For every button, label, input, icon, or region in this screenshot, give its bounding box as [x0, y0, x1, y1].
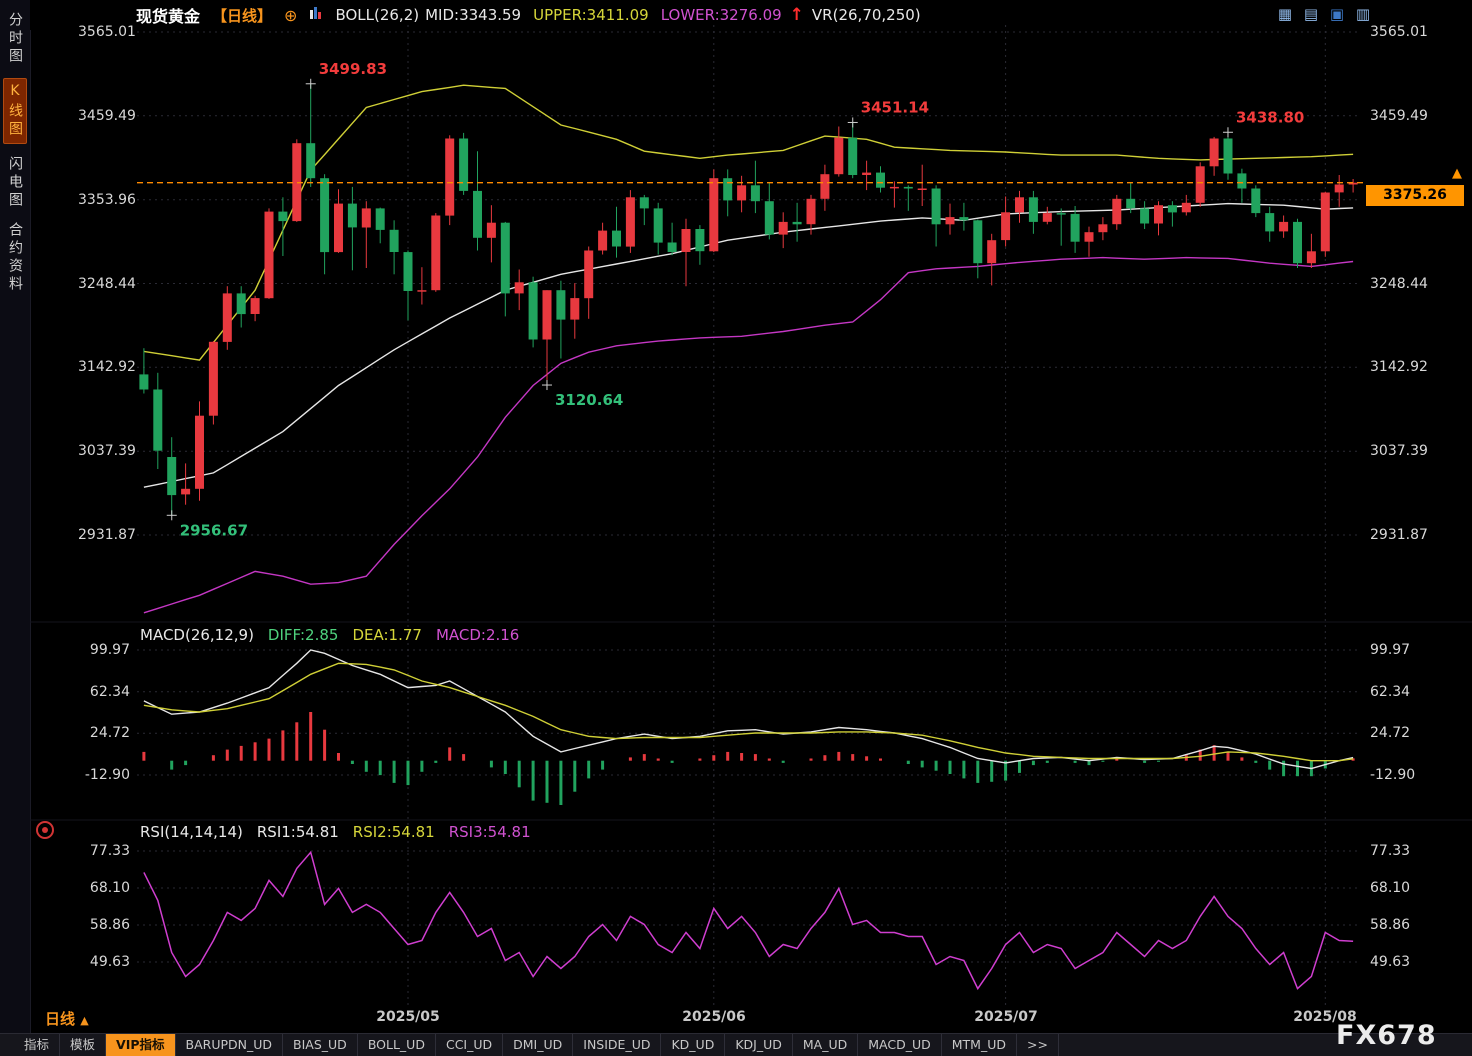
- up-arrow-icon: ↑: [789, 5, 804, 25]
- sidebar-item-lightning-chart[interactable]: 闪电图: [7, 156, 23, 210]
- footer-tab-指标[interactable]: 指标: [14, 1034, 61, 1056]
- macd-title[interactable]: MACD(26,12,9): [140, 626, 254, 644]
- footer-tab-CCI_UD[interactable]: CCI_UD: [436, 1034, 504, 1056]
- footer-tab-DMI_UD[interactable]: DMI_UD: [503, 1034, 574, 1056]
- rsi-title[interactable]: RSI(14,14,14): [140, 823, 243, 841]
- active-panel-icon[interactable]: ▣: [1329, 5, 1345, 23]
- boll-indicator-label[interactable]: BOLL(26,2): [335, 6, 420, 24]
- boll-upper-value: UPPER:3411.09: [533, 6, 649, 24]
- macd-header: MACD(26,12,9) DIFF:2.85 DEA:1.77 MACD:2.…: [140, 626, 519, 644]
- macd-macd-value: MACD:2.16: [435, 626, 520, 644]
- price-annotation: 3120.64: [555, 391, 623, 409]
- footer-tab-BOLL_UD[interactable]: BOLL_UD: [358, 1034, 436, 1056]
- left-sidebar: 分时图 K线图 闪电图 合约资料: [0, 0, 31, 1056]
- footer-tab-模板[interactable]: 模板: [60, 1034, 107, 1056]
- quad-layout-icon[interactable]: ▦: [1277, 5, 1293, 23]
- target-icon[interactable]: [36, 821, 54, 839]
- window-controls: ▦ ▤ ▣ ▥: [1276, 5, 1372, 23]
- rsi1-value: RSI1:54.81: [256, 823, 339, 841]
- triangle-up-icon: ▲: [80, 1014, 89, 1027]
- rsi2-value: RSI2:54.81: [352, 823, 435, 841]
- sidebar-item-time-chart[interactable]: 分时图: [7, 12, 23, 66]
- price-annotation: 3451.14: [861, 99, 929, 117]
- price-annotation: 2956.67: [180, 521, 248, 539]
- boll-lower-value: LOWER:3276.09: [660, 6, 782, 24]
- footer-tab-INSIDE_UD[interactable]: INSIDE_UD: [573, 1034, 662, 1056]
- footer-tab-BARUPDN_UD[interactable]: BARUPDN_UD: [176, 1034, 284, 1056]
- price-annotation: 3499.83: [319, 60, 387, 78]
- footer-period-label[interactable]: 日线 ▲: [45, 1008, 89, 1029]
- symbol-name[interactable]: 现货黄金: [136, 7, 201, 26]
- indicator-tab-bar: 指标 模板 VIP指标 BARUPDN_UD BIAS_UD BOLL_UD CCI_UD D…: [0, 1033, 1472, 1056]
- macd-diff-value: DIFF:2.85: [267, 626, 339, 644]
- vr-indicator-label[interactable]: VR(26,70,250): [811, 6, 921, 24]
- footer-tab-KD_UD[interactable]: KD_UD: [661, 1034, 726, 1056]
- columns-layout-icon[interactable]: ▥: [1355, 5, 1371, 23]
- boll-mid-value: MID:3343.59: [425, 6, 522, 24]
- footer-tab-VIP指标[interactable]: VIP指标: [106, 1034, 176, 1056]
- footer-tab-BIAS_UD[interactable]: BIAS_UD: [283, 1034, 358, 1056]
- price-annotation: 3438.80: [1236, 108, 1304, 126]
- footer-tab-KDJ_UD[interactable]: KDJ_UD: [725, 1034, 793, 1056]
- period-text: 日线: [45, 1010, 76, 1028]
- period-tag[interactable]: 【日线】: [212, 6, 273, 25]
- mini-chart-icon: [309, 6, 323, 24]
- macd-dea-value: DEA:1.77: [352, 626, 422, 644]
- current-price-badge: 3375.26: [1366, 185, 1464, 206]
- circle-plus-icon[interactable]: ⊕: [284, 5, 298, 25]
- rsi3-value: RSI3:54.81: [448, 823, 531, 841]
- sidebar-item-kline-chart[interactable]: K线图: [3, 78, 27, 144]
- footer-tab->>[interactable]: >>: [1017, 1034, 1059, 1056]
- footer-tab-MTM_UD[interactable]: MTM_UD: [942, 1034, 1017, 1056]
- footer-tab-MA_UD[interactable]: MA_UD: [793, 1034, 859, 1056]
- rows-layout-icon[interactable]: ▤: [1303, 5, 1319, 23]
- footer-tab-MACD_UD[interactable]: MACD_UD: [858, 1034, 942, 1056]
- sidebar-item-contract-info[interactable]: 合约资料: [7, 222, 23, 294]
- rsi-header: RSI(14,14,14) RSI1:54.81 RSI2:54.81 RSI3…: [140, 823, 531, 841]
- top-toolbar: 现货黄金 【日线】 ⊕ BOLL(26,2) MID:3343.59 UPPER…: [30, 0, 1472, 30]
- scroll-up-arrow-icon[interactable]: ▲: [1452, 166, 1462, 181]
